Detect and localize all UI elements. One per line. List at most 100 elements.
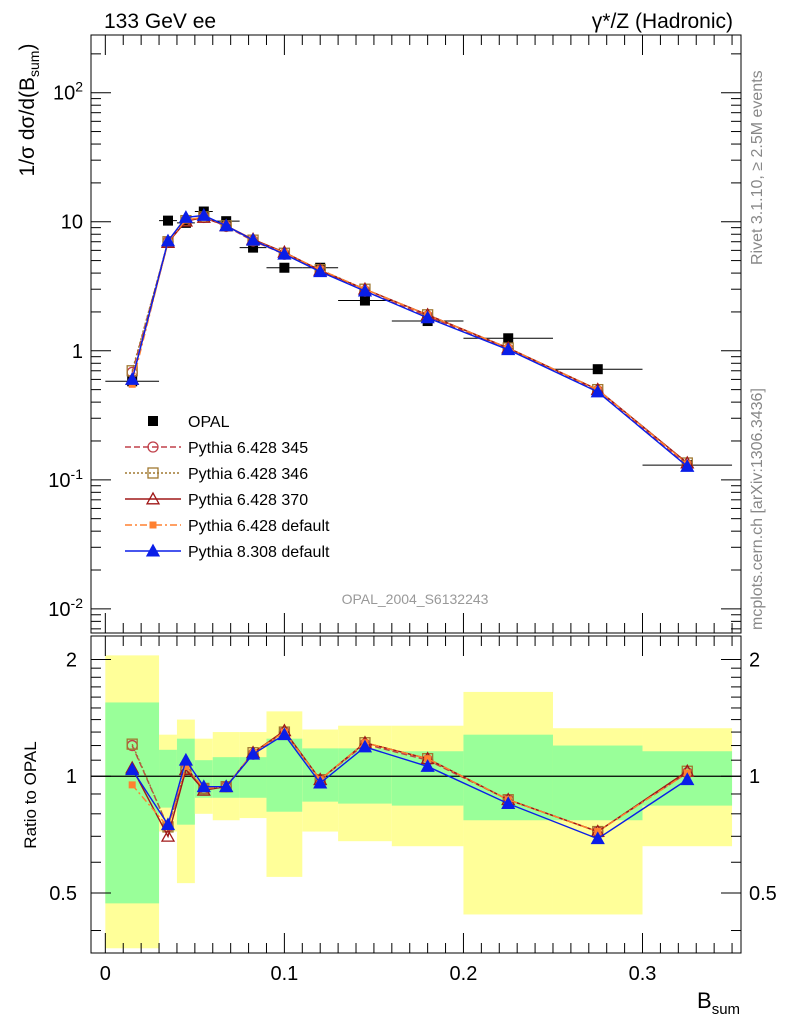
legend-label-data: OPAL <box>188 414 230 431</box>
ratio-series-layer <box>125 723 695 845</box>
ratio-y-tick-label: 1 <box>749 766 760 788</box>
ratio-point-p8def <box>680 772 695 786</box>
main-y-axis-label-close: ) <box>16 44 39 51</box>
legend-label-p370: Pythia 6.428 370 <box>188 492 308 509</box>
ratio-series-p8def <box>125 727 695 845</box>
series-point-p8def <box>178 210 194 223</box>
series-p8def <box>125 208 695 472</box>
ratio-point-p8def <box>125 762 140 776</box>
ratio-y-axis-label: Ratio to OPAL <box>21 741 40 848</box>
x-tick-label: 0.3 <box>629 963 657 985</box>
ratio-point-p6def <box>182 762 190 770</box>
ratio-y-tick-label: 0.5 <box>749 883 777 905</box>
ratio-band-inner <box>239 757 267 798</box>
series-point-p8def <box>313 264 328 278</box>
ratio-y-tick-label: 2 <box>749 650 760 672</box>
ratio-band-inner <box>552 745 643 821</box>
ratio-frame <box>90 635 742 954</box>
data-point <box>279 262 290 273</box>
legend-label-p346: Pythia 6.428 346 <box>188 466 308 483</box>
series-point-p8def <box>420 310 435 324</box>
series-point-p8def <box>219 218 234 232</box>
data-point <box>248 242 259 253</box>
series-point-p8def <box>357 283 373 297</box>
legend-label-p8def: Pythia 8.308 default <box>188 544 330 561</box>
x-axis-label-sub: sum <box>712 1001 740 1018</box>
main-y-tick-label: 102 <box>53 79 83 105</box>
data-point <box>503 333 514 344</box>
mcplots-label: mcplots.cern.ch [arXiv:1306.3436] <box>749 388 766 630</box>
header-right-title: γ*/Z (Hadronic) <box>592 10 733 33</box>
main-axis-ticks: 10-2 10-1 1 10 102 <box>48 35 741 633</box>
x-tick-label: 0.2 <box>450 963 478 985</box>
data-point <box>359 295 370 306</box>
series-point-p8def <box>245 232 261 246</box>
series-point-p8def <box>196 208 211 221</box>
series-point-p8def <box>590 384 605 398</box>
series-point-p8def <box>160 233 176 247</box>
ratio-band-inner <box>176 738 195 825</box>
main-y-axis-label-sub: sum <box>26 51 42 77</box>
series-point-p8def <box>125 372 140 385</box>
ratio-point-p8def <box>178 752 194 766</box>
ratio-point-p8def <box>277 727 292 741</box>
ratio-axis-ticks: 0 0.1 0.2 0.3 0.5 0.5 1 1 2 2 <box>49 636 777 985</box>
legend-item-p370: Pythia 6.428 370 <box>125 491 308 509</box>
ratio-band-inner <box>194 760 213 798</box>
header-left-title: 133 GeV ee <box>104 10 216 33</box>
ratio-y-tick-label: 1 <box>66 766 77 788</box>
legend-marker-p370 <box>145 491 161 505</box>
ratio-point-p6def <box>128 781 136 789</box>
legend-marker-data <box>148 416 158 426</box>
x-tick-label: 0.1 <box>270 963 298 985</box>
rivet-label: Rivet 3.1.10, ≥ 2.5M events <box>749 70 766 265</box>
ratio-point-p6def <box>424 755 432 763</box>
legend-item-data: OPAL <box>148 414 230 431</box>
ratio-bands <box>91 655 741 949</box>
main-y-axis-label: 1/σ dσ/d(Bsum) <box>16 44 42 177</box>
legend-label-p345: Pythia 6.428 345 <box>188 440 308 457</box>
ratio-y-tick-label: 2 <box>66 650 77 672</box>
ratio-band-inner <box>159 749 177 808</box>
ratio-point-p8def <box>313 775 328 789</box>
x-axis-label: Bsum <box>697 988 740 1018</box>
ratio-point-p8def <box>245 746 261 760</box>
ratio-point-p8def <box>590 831 605 845</box>
legend-marker-p346 <box>147 467 159 479</box>
ratio-point-p8def <box>501 796 516 810</box>
legend-item-p8def: Pythia 8.308 default <box>125 543 330 561</box>
ratio-point-p8def <box>196 779 211 793</box>
ratio-point-p8def <box>160 817 176 831</box>
x-axis-label-main: B <box>697 988 712 1013</box>
main-y-tick-label: 10-2 <box>48 595 83 621</box>
data-point <box>162 215 173 226</box>
series-point-p8def <box>277 246 292 260</box>
legend-item-p346: Pythia 6.428 346 <box>125 466 308 483</box>
ratio-point-p8def <box>219 779 234 793</box>
main-frame <box>90 34 742 634</box>
legend-marker-p8def <box>145 543 161 557</box>
ratio-point-p8def <box>357 739 373 753</box>
series-point-p8def <box>680 459 695 472</box>
legend-marker-p6def <box>149 521 157 529</box>
data-point <box>592 364 603 375</box>
x-tick-label: 0 <box>100 963 111 985</box>
main-y-axis-label-main: 1/σ dσ/d(B <box>16 77 39 176</box>
series-point-p8def <box>501 342 516 356</box>
main-y-tick-label: 1 <box>72 341 83 363</box>
legend-item-p345: Pythia 6.428 345 <box>125 440 308 457</box>
ratio-point-p8def <box>420 759 435 772</box>
legend-item-p6def: Pythia 6.428 default <box>125 518 330 535</box>
ratio-y-tick-label: 0.5 <box>49 883 77 905</box>
ratio-point-p346 <box>126 738 138 750</box>
main-series-layer <box>105 206 733 472</box>
legend-marker-p345 <box>147 441 159 453</box>
main-y-tick-label: 10-1 <box>48 466 83 492</box>
legend: OPAL Pythia 6.428 345 Pythia 6.428 346 Pyth… <box>125 414 330 561</box>
legend-label-p6def: Pythia 6.428 default <box>188 518 330 535</box>
main-y-tick-label: 10 <box>61 212 83 234</box>
ratio-point-p370 <box>160 828 176 842</box>
series-p345 <box>126 211 693 471</box>
analysis-label: OPAL_2004_S6132243 <box>342 591 489 607</box>
